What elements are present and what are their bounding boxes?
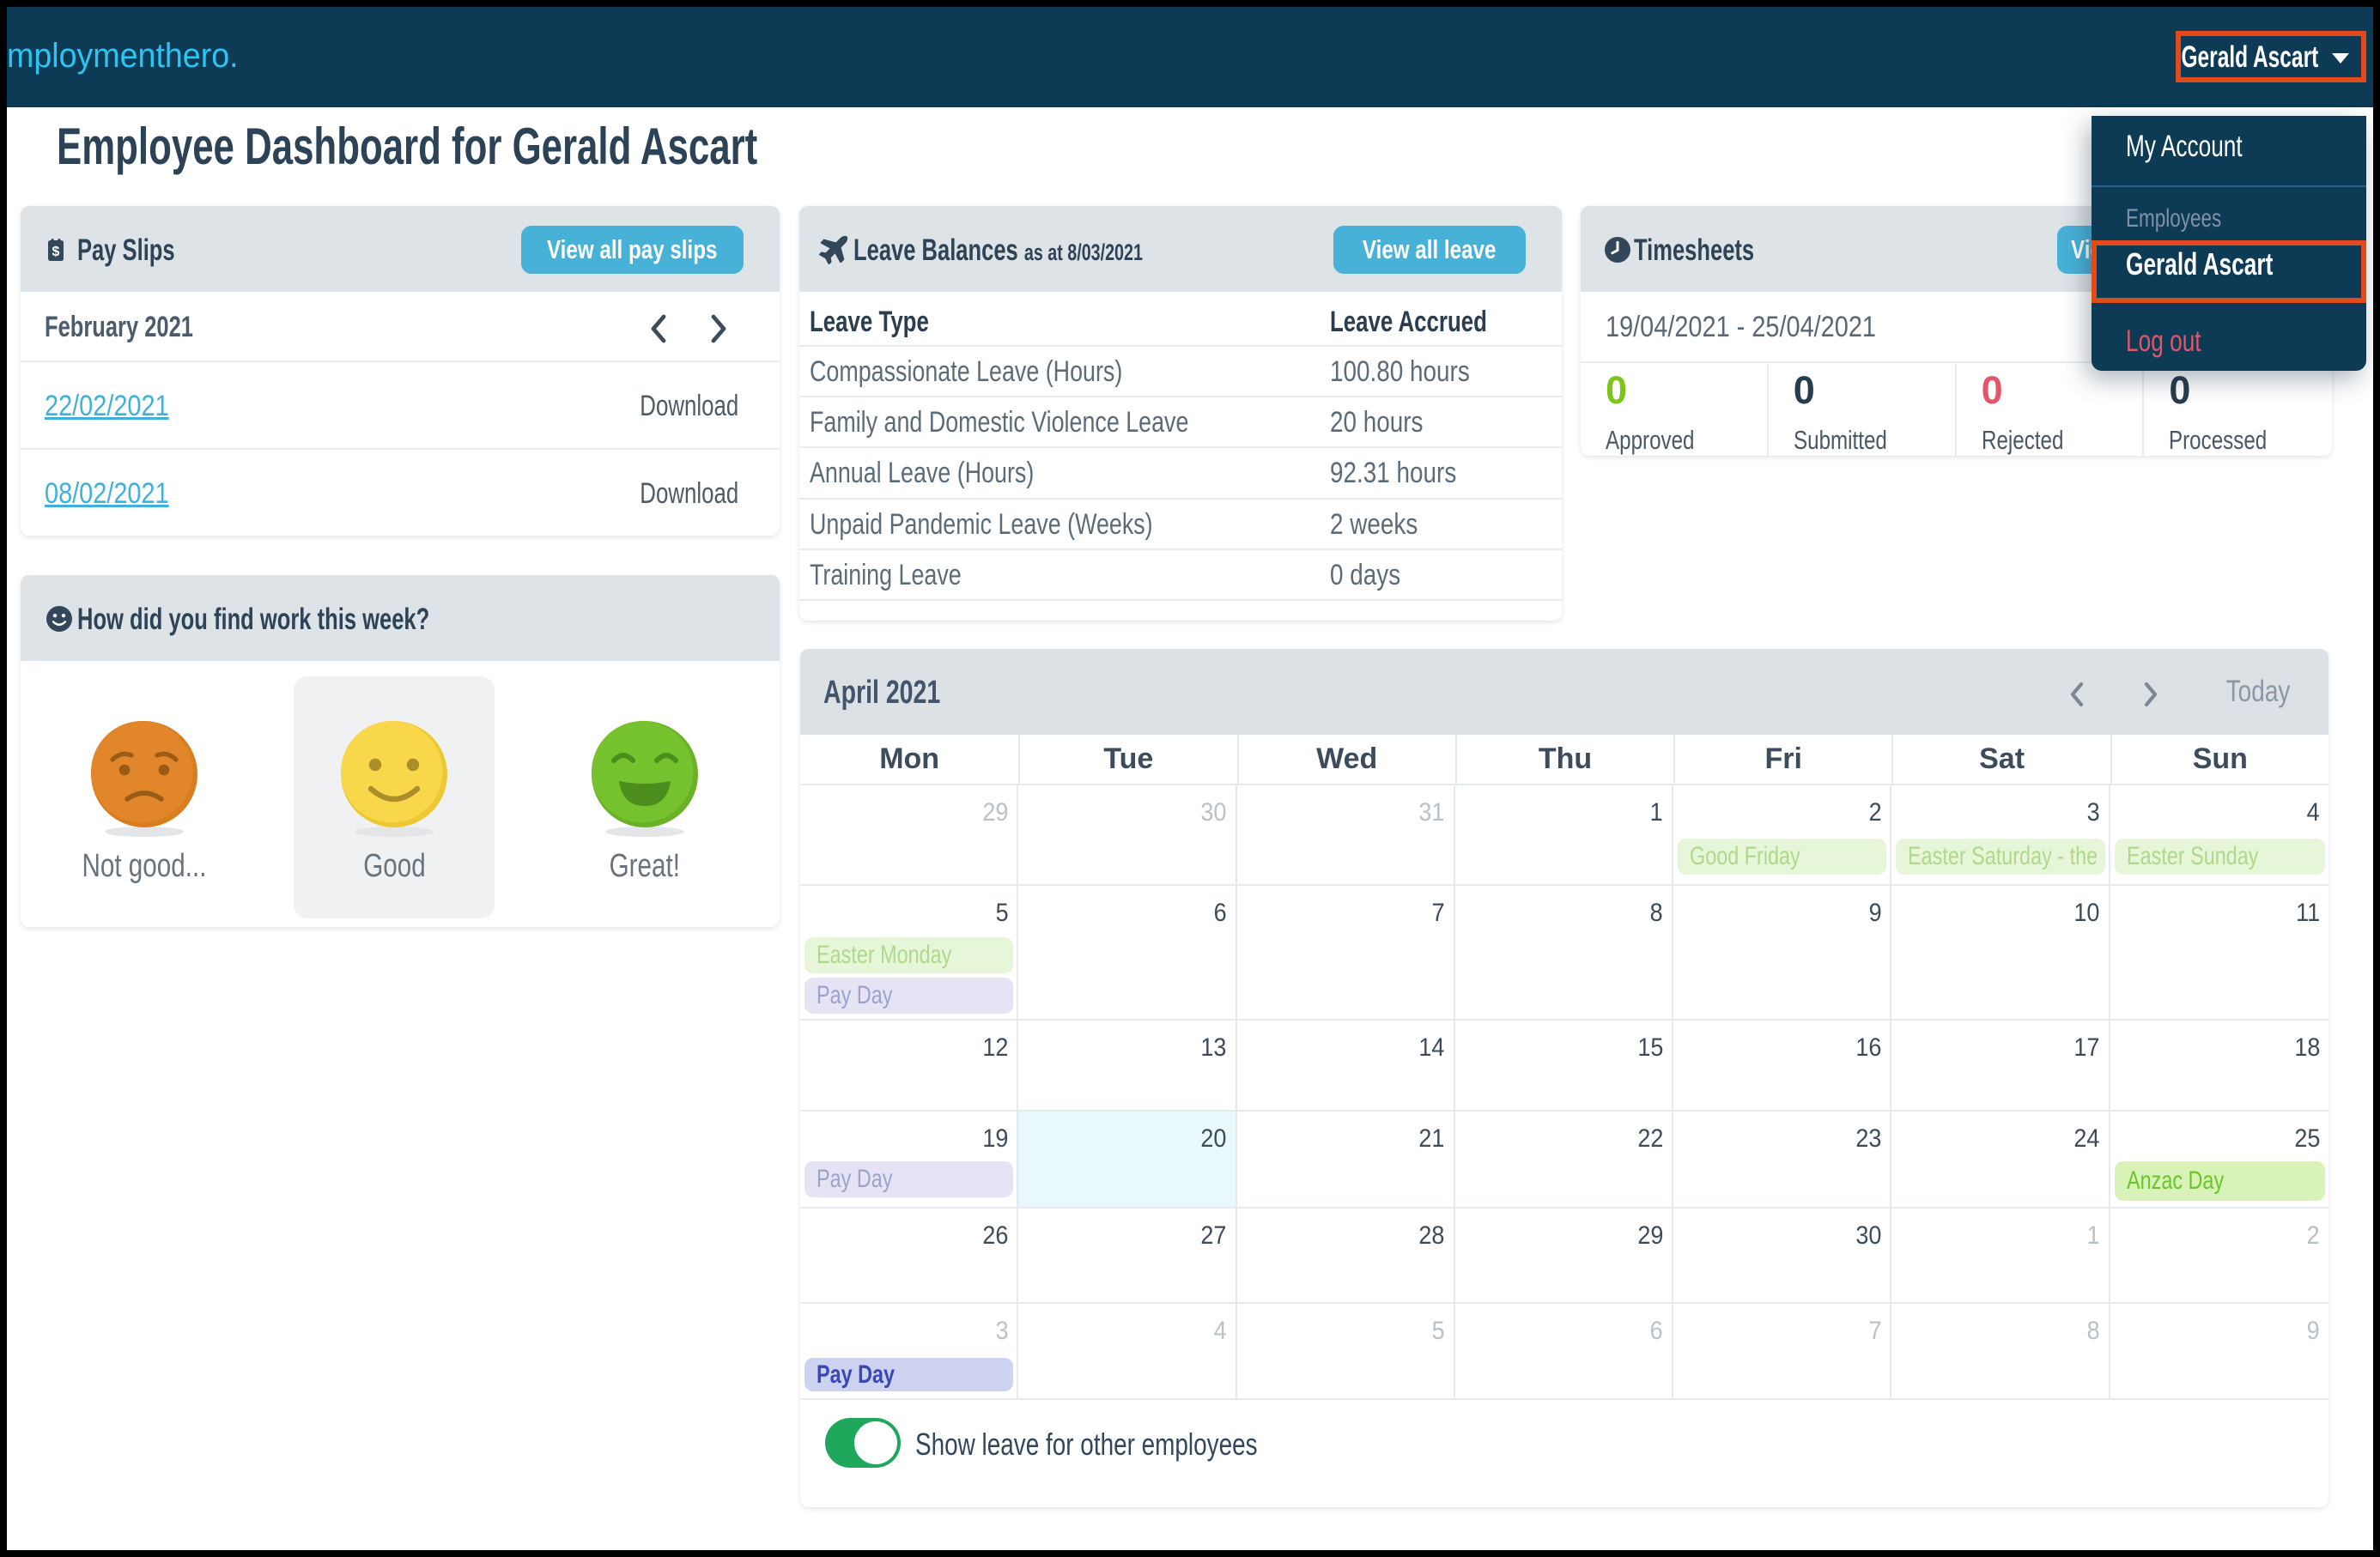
svg-text:$: $: [52, 245, 60, 259]
